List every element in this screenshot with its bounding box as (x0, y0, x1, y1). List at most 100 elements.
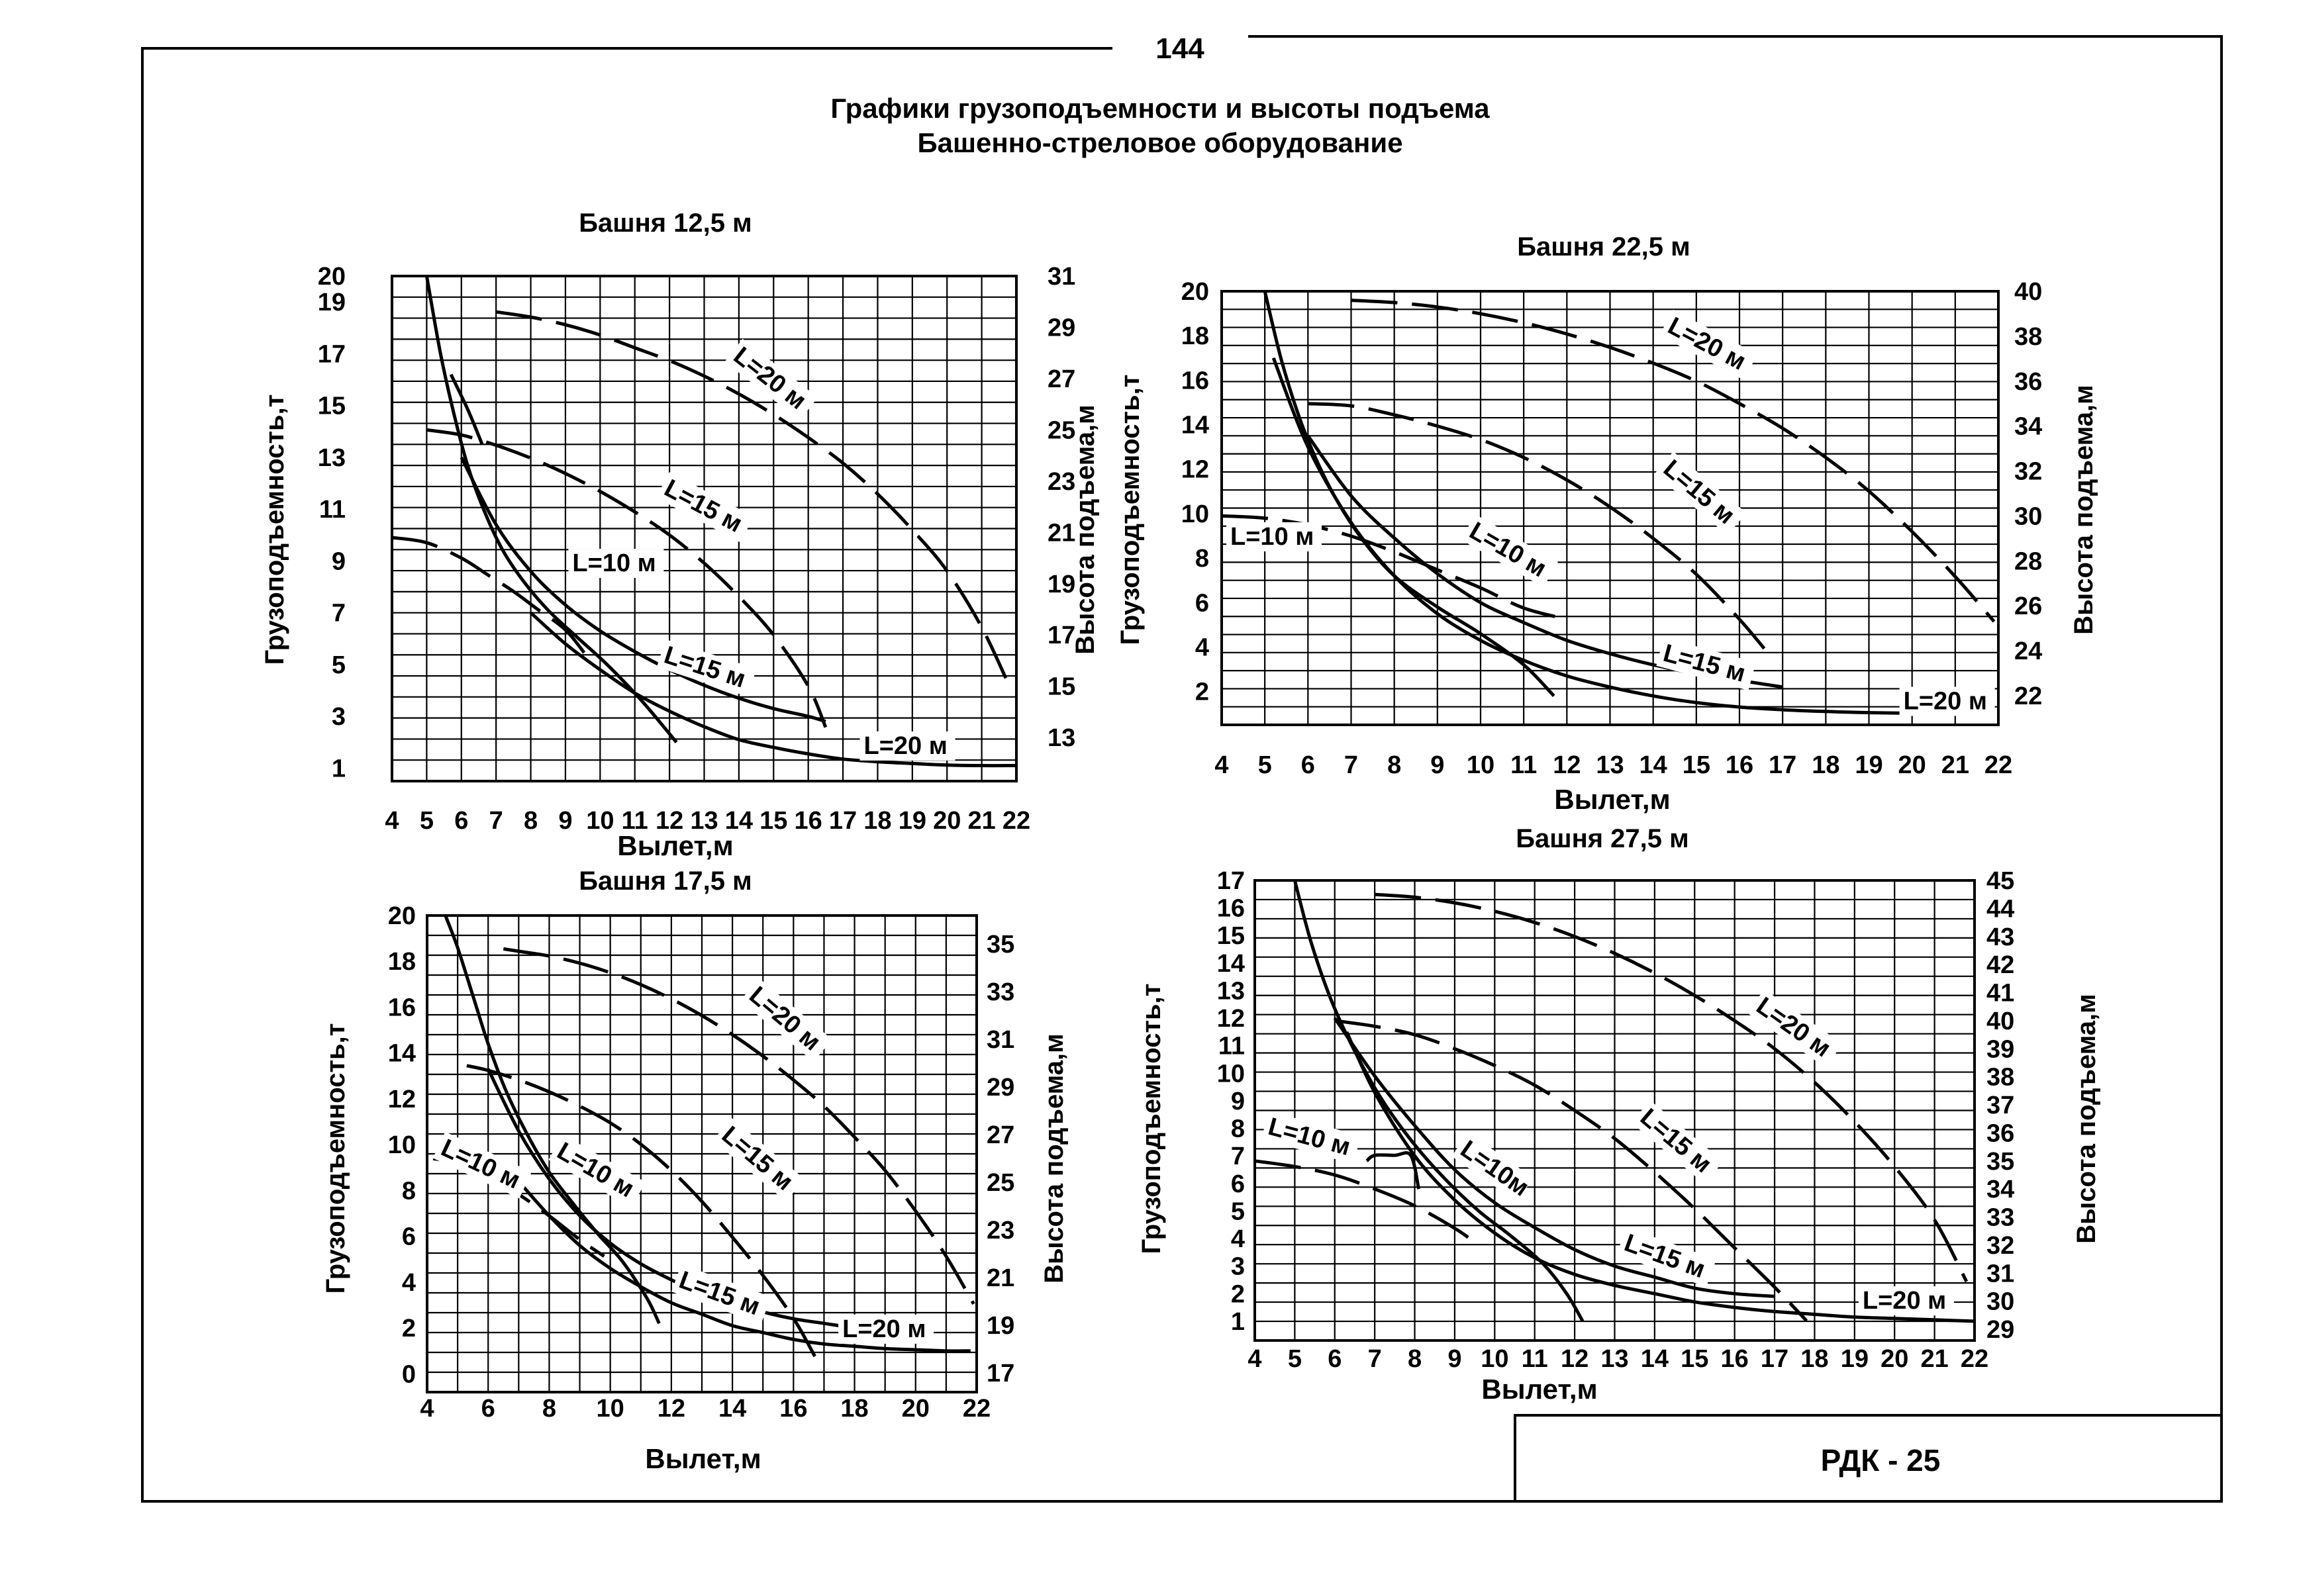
y-tick-label: 12 (1181, 456, 1209, 484)
y-tick-label: 5 (1231, 1197, 1245, 1225)
y2-tick-label: 35 (1986, 1148, 2014, 1176)
x-axis-label: Вылет,м (1554, 784, 1670, 815)
curve-label: L=20 м (842, 1315, 926, 1343)
x-tick-label: 20 (933, 807, 961, 835)
y2-tick-label: 32 (1986, 1232, 2014, 1260)
x-tick-label: 6 (1328, 1345, 1342, 1373)
x-tick-label: 4 (420, 1395, 434, 1423)
y-tick-label: 9 (332, 547, 346, 575)
x-tick-label: 14 (1639, 751, 1667, 779)
x-tick-label: 15 (1681, 1345, 1708, 1373)
y-tick-label: 14 (388, 1040, 416, 1068)
curve-label: L=10 м (1230, 523, 1314, 551)
x-tick-label: 9 (558, 807, 572, 835)
y-tick-label: 7 (332, 600, 346, 628)
y2-tick-label: 41 (1986, 980, 2014, 1008)
x-axis-label: Вылет,м (617, 830, 733, 861)
grid (1253, 879, 1976, 1342)
y2-tick-label: 28 (2014, 547, 2042, 575)
y2-tick-label: 33 (1986, 1204, 2014, 1232)
y2-tick-label: 17 (1048, 622, 1075, 649)
y2-tick-label: 27 (987, 1121, 1014, 1149)
chart-title: Башня 27,5 м (1516, 824, 1689, 853)
x-tick-label: 6 (454, 807, 468, 835)
x-tick-label: 14 (1641, 1345, 1669, 1373)
curve-label-bg (432, 1131, 532, 1199)
x-tick-label: 8 (1408, 1345, 1422, 1373)
curve-label: L=20 м (1904, 687, 1987, 715)
chart-title: Башня 22,5 м (1517, 232, 1690, 261)
y2-tick-label: 21 (987, 1264, 1014, 1292)
y-tick-label: 6 (1195, 589, 1209, 617)
y-tick-label: 10 (1217, 1060, 1245, 1088)
y2-tick-label: 44 (1986, 895, 2014, 923)
y2-tick-label: 38 (1986, 1064, 2014, 1092)
x-tick-label: 5 (420, 807, 434, 835)
y-tick-label: 20 (388, 902, 416, 930)
y2-tick-label: 36 (1986, 1119, 2014, 1147)
x-tick-label: 12 (656, 807, 683, 835)
y-tick-label: 11 (319, 496, 346, 524)
y2-tick-label: 13 (1048, 724, 1075, 752)
x-tick-label: 22 (963, 1395, 991, 1423)
y-tick-label: 10 (1181, 500, 1209, 528)
series-line (1254, 1159, 1480, 1246)
x-tick-label: 21 (1920, 1345, 1948, 1373)
curve-label-bg (568, 549, 664, 579)
y2-tick-label: 15 (1048, 673, 1075, 701)
x-tick-label: 20 (1898, 751, 1926, 779)
y-tick-label: 15 (318, 393, 346, 420)
curve-label: L=20 м (863, 732, 947, 760)
y-tick-label: 16 (1217, 895, 1245, 923)
curve-label-bg (1226, 522, 1322, 551)
x-tick-label: 19 (899, 807, 926, 835)
y2-tick-label: 25 (987, 1169, 1014, 1197)
curve-label: L=10 м (572, 549, 656, 577)
series-group (1254, 880, 1975, 1323)
series-line (426, 428, 828, 728)
y-tick-label: 17 (1217, 867, 1245, 895)
curve-label: L=15 м (716, 1121, 799, 1196)
series-line (466, 1064, 816, 1358)
y-tick-label: 8 (1195, 545, 1209, 573)
x-tick-label: 8 (1387, 751, 1401, 779)
curve-label-bg (740, 978, 832, 1062)
y-tick-label: 16 (1181, 367, 1209, 395)
curve-label: L=20 м (1751, 992, 1836, 1063)
x-tick-label: 10 (1467, 751, 1494, 779)
x-tick-label: 21 (967, 807, 995, 835)
curve-label: L=15 м (1635, 1103, 1717, 1178)
y2-tick-label: 19 (1048, 571, 1075, 598)
y-tick-label: 14 (1181, 412, 1209, 440)
x-tick-label: 7 (1368, 1345, 1382, 1373)
series-line (1365, 1151, 1421, 1190)
x-axis-label: Вылет,м (645, 1443, 761, 1474)
x-tick-label: 15 (1683, 751, 1710, 779)
x-tick-label: 22 (1961, 1345, 1988, 1373)
y-axis-label: Грузоподъемность,т (1137, 984, 1166, 1254)
y-tick-label: 4 (1231, 1225, 1245, 1253)
x-tick-label: 17 (1761, 1345, 1788, 1373)
y-tick-label: 6 (1231, 1170, 1245, 1198)
x-tick-label: 18 (840, 1395, 868, 1423)
curve-label: L=10 м (437, 1134, 524, 1194)
charts: Башня 12,5 м Вылет,м Грузоподъемность,т Выс… (260, 209, 2101, 1474)
y2-axis-label: Высота подъема,м (1071, 404, 1100, 655)
y2-tick-label: 31 (1048, 263, 1075, 291)
series-line (1334, 1019, 1808, 1323)
y2-axis-label: Высота подъема,м (1040, 1033, 1069, 1284)
curve-label: L=10 м (1265, 1113, 1353, 1161)
x-tick-label: 20 (1881, 1345, 1908, 1373)
x-tick-label: 8 (524, 807, 538, 835)
y2-tick-label: 22 (2014, 682, 2042, 710)
y2-tick-label: 25 (1048, 416, 1075, 444)
series-line (449, 373, 484, 446)
y-tick-label: 20 (318, 263, 346, 291)
x-tick-label: 5 (1258, 751, 1272, 779)
x-tick-label: 14 (718, 1395, 746, 1423)
y2-tick-label: 17 (987, 1360, 1014, 1387)
series-line (460, 456, 826, 724)
y-tick-label: 19 (318, 289, 346, 316)
curve-label-bg (1616, 1227, 1716, 1288)
curve-label-bg (859, 731, 955, 761)
